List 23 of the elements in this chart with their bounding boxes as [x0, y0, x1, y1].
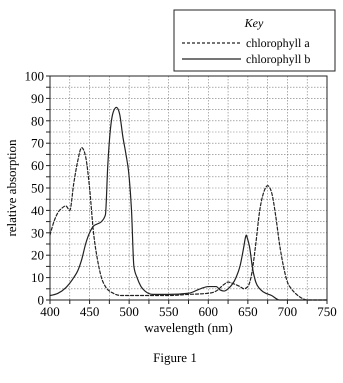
- legend-label: chlorophyll a: [246, 36, 310, 50]
- x-tick-label: 550: [158, 304, 178, 319]
- y-tick-label: 50: [31, 180, 44, 196]
- caption: Figure 1: [153, 350, 197, 365]
- x-tick-label: 450: [80, 304, 100, 319]
- y-tick-label: 60: [31, 158, 44, 174]
- x-tick-label: 600: [198, 304, 218, 319]
- x-tick-label: 700: [278, 304, 298, 319]
- x-tick-label: 500: [119, 304, 139, 319]
- y-tick-label: 80: [31, 113, 44, 128]
- x-tick-label: 750: [317, 304, 337, 319]
- y-tick-label: 30: [31, 225, 44, 240]
- x-axis-title: wavelength (nm): [144, 320, 233, 335]
- y-tick-label: 10: [31, 270, 44, 286]
- y-tick-label: 100: [24, 68, 44, 84]
- y-tick-label: 40: [31, 202, 44, 218]
- legend-label: chlorophyll b: [246, 52, 310, 66]
- legend-title: Key: [244, 16, 264, 30]
- x-tick-label: 650: [238, 304, 258, 319]
- y-tick-label: 70: [31, 136, 44, 151]
- y-axis-title: relative absorption: [4, 138, 19, 237]
- y-tick-label: 90: [31, 90, 44, 106]
- y-tick-label: 20: [31, 248, 44, 263]
